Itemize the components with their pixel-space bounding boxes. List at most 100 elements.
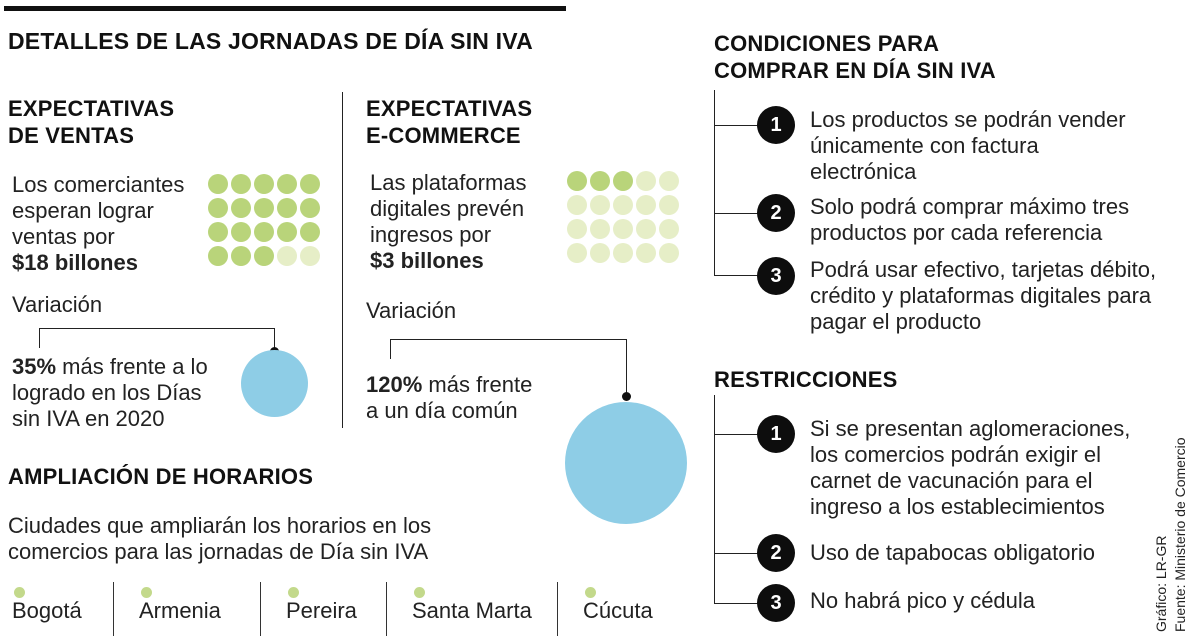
ecommerce-variation-text: 120% más frente a un día común <box>366 372 532 424</box>
condiciones-item-2-line: Solo podrá comprar máximo tres <box>810 194 1130 219</box>
city-dot-santa-marta <box>414 587 425 598</box>
filled-dot <box>300 174 320 194</box>
ecommerce-leader-top <box>390 339 626 340</box>
condiciones-item-1-line: únicamente con factura <box>810 133 1039 158</box>
restricciones-heading: RESTRICCIONES <box>714 367 898 392</box>
restricciones-item-3-line: No habrá pico y cédula <box>810 588 1036 613</box>
restricciones-item-1-line: los comercios podrán exigir el <box>810 442 1102 467</box>
condiciones-connector-3 <box>714 275 760 276</box>
empty-dot <box>659 195 679 215</box>
empty-dot <box>659 219 679 239</box>
ecommerce-text: Las plataformas digitales prevén ingreso… <box>370 170 527 274</box>
empty-dot <box>277 246 297 266</box>
ecommerce-pct: 120% <box>366 372 423 397</box>
condiciones-heading: CONDICIONES PARA COMPRAR EN DÍA SIN IVA <box>714 30 996 84</box>
page-title: DETALLES DE LAS JORNADAS DE DÍA SIN IVA <box>8 28 533 54</box>
ventas-leader-right <box>274 328 275 352</box>
restricciones-item-2: Uso de tapabocas obligatorio <box>810 540 1095 566</box>
ecommerce-heading-line1: EXPECTATIVAS <box>366 96 533 121</box>
filled-dot <box>277 198 297 218</box>
restricciones-item-1-line: ingreso a los establecimientos <box>810 494 1105 519</box>
filled-dot <box>208 198 228 218</box>
ventas-leader-left <box>39 328 40 348</box>
city-separator <box>557 582 558 636</box>
restricciones-bracket <box>714 395 715 603</box>
empty-dot <box>636 195 656 215</box>
ventas-text-line1: Los comerciantes <box>12 172 185 197</box>
restricciones-item-2-line: Uso de tapabocas obligatorio <box>810 540 1095 565</box>
ventas-heading-line2: DE VENTAS <box>8 123 135 148</box>
ventas-text-line3: ventas por <box>12 224 115 249</box>
credit-fuente: Fuente: Ministerio de Comercio <box>1172 437 1188 632</box>
horarios-text: Ciudades que ampliarán los horarios en l… <box>8 513 431 565</box>
ecommerce-heading: EXPECTATIVAS E-COMMERCE <box>366 95 532 149</box>
condiciones-item-3-line: pagar el producto <box>810 309 982 334</box>
city-cucuta: Cúcuta <box>583 598 653 623</box>
ventas-heading-line1: EXPECTATIVAS <box>8 96 175 121</box>
filled-dot <box>208 246 228 266</box>
condiciones-item-1: Los productos se podrán vender únicament… <box>810 107 1126 185</box>
ventas-variation-line3: sin IVA en 2020 <box>12 406 165 431</box>
ventas-pct-rest: más frente a lo <box>56 354 208 379</box>
restricciones-item-1-line: Si se presentan aglomeraciones, <box>810 416 1131 441</box>
ecommerce-text-line2: digitales prevén <box>370 196 525 221</box>
filled-dot <box>254 198 274 218</box>
condiciones-item-3: Podrá usar efectivo, tarjetas débito, cr… <box>810 257 1156 335</box>
ecommerce-amount: $3 billones <box>370 248 484 273</box>
restricciones-connector-2 <box>714 553 760 554</box>
filled-dot <box>277 174 297 194</box>
empty-dot <box>613 243 633 263</box>
restricciones-number-3: 3 <box>757 584 795 622</box>
ecommerce-variation-circle <box>565 402 687 524</box>
ecommerce-leader-right <box>626 339 627 397</box>
empty-dot <box>300 246 320 266</box>
ventas-variation-line2: logrado en los Días <box>12 380 202 405</box>
filled-dot <box>231 174 251 194</box>
condiciones-number-3: 3 <box>757 257 795 295</box>
filled-dot <box>254 174 274 194</box>
empty-dot <box>590 195 610 215</box>
condiciones-item-2-line: productos por cada referencia <box>810 220 1103 245</box>
empty-dot <box>567 219 587 239</box>
empty-dot <box>613 195 633 215</box>
ventas-text-line2: esperan lograr <box>12 198 154 223</box>
ventas-heading: EXPECTATIVAS DE VENTAS <box>8 95 174 149</box>
condiciones-item-1-line: electrónica <box>810 159 917 184</box>
ecommerce-pin <box>622 392 631 401</box>
condiciones-heading-line1: CONDICIONES PARA <box>714 31 940 56</box>
restricciones-item-3: No habrá pico y cédula <box>810 588 1035 614</box>
filled-dot <box>231 198 251 218</box>
ecommerce-pct-rest: más frente <box>422 372 533 397</box>
city-pereira: Pereira <box>286 598 357 623</box>
condiciones-number-2: 2 <box>757 194 795 232</box>
ventas-variation-circle <box>241 350 308 417</box>
condiciones-number-1: 1 <box>757 106 795 144</box>
city-santa-marta: Santa Marta <box>412 598 532 623</box>
city-dot-armenia <box>141 587 152 598</box>
filled-dot <box>567 171 587 191</box>
condiciones-item-3-line: crédito y plataformas digitales para <box>810 283 1152 308</box>
horarios-text-line1: Ciudades que ampliarán los horarios en l… <box>8 513 432 538</box>
condiciones-bracket <box>714 90 715 276</box>
column-divider <box>342 92 343 428</box>
ventas-dot-grid <box>208 174 320 266</box>
ecommerce-variation-line2: a un día común <box>366 398 518 423</box>
city-dot-bogota <box>14 587 25 598</box>
ecommerce-text-line3: ingresos por <box>370 222 492 247</box>
empty-dot <box>590 219 610 239</box>
restricciones-connector-3 <box>714 603 760 604</box>
filled-dot <box>208 222 228 242</box>
empty-dot <box>659 243 679 263</box>
horarios-text-line2: comercios para las jornadas de Día sin I… <box>8 539 429 564</box>
empty-dot <box>636 243 656 263</box>
title-bar <box>4 6 566 11</box>
ventas-text: Los comerciantes esperan lograr ventas p… <box>12 172 184 276</box>
city-separator <box>260 582 261 636</box>
condiciones-item-3-line: Podrá usar efectivo, tarjetas débito, <box>810 257 1157 282</box>
empty-dot <box>613 219 633 239</box>
filled-dot <box>254 246 274 266</box>
empty-dot <box>590 243 610 263</box>
city-separator <box>113 582 114 636</box>
condiciones-connector-2 <box>714 213 760 214</box>
condiciones-heading-line2: COMPRAR EN DÍA SIN IVA <box>714 58 996 83</box>
